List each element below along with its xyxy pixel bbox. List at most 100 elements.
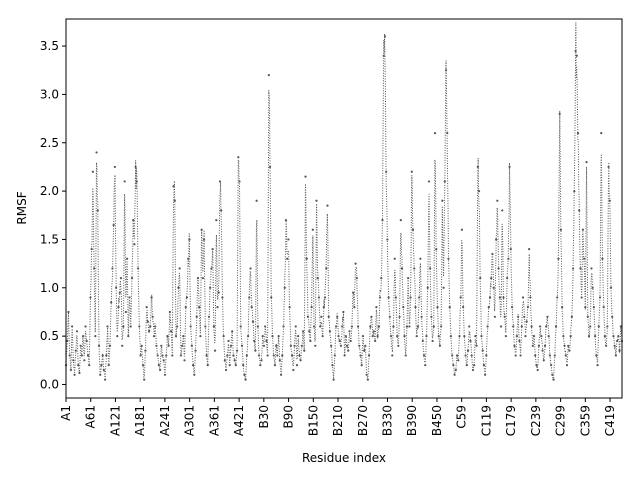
rmsf-data-point bbox=[184, 306, 187, 309]
rmsf-data-point bbox=[183, 359, 186, 362]
x-axis: A1 A61 A121 A181 A241 A301 A361 A421 B30 B90 B150 B… bbox=[59, 398, 617, 436]
rmsf-data-point bbox=[228, 364, 231, 367]
rmsf-data-point bbox=[543, 344, 547, 347]
rmsf-data-point bbox=[534, 354, 537, 357]
rmsf-data-point bbox=[380, 277, 383, 280]
rmsf-data-point bbox=[171, 354, 174, 357]
rmsf-data-point bbox=[416, 325, 420, 328]
rmsf-data-point bbox=[518, 339, 521, 343]
rmsf-data-point bbox=[206, 364, 209, 367]
rmsf-data-point bbox=[403, 335, 406, 338]
rmsf-data-point bbox=[433, 131, 437, 135]
rmsf-data-point bbox=[442, 286, 445, 289]
rmsf-data-point bbox=[196, 277, 200, 280]
rmsf-data-point bbox=[218, 180, 222, 183]
rmsf-data-point bbox=[338, 339, 341, 343]
rmsf-data-point bbox=[486, 325, 489, 328]
rmsf-data-point bbox=[365, 373, 368, 376]
rmsf-data-point bbox=[431, 339, 434, 343]
rmsf-data-point bbox=[601, 257, 604, 260]
rmsf-data-point bbox=[96, 209, 99, 212]
rmsf-data-point bbox=[540, 335, 543, 338]
x-axis-label: Residue index bbox=[302, 451, 386, 465]
rmsf-data-point bbox=[354, 262, 357, 265]
rmsf-data-point bbox=[201, 277, 204, 280]
rmsf-data-point bbox=[199, 335, 202, 338]
rmsf-data-point bbox=[75, 330, 79, 333]
rmsf-data-point bbox=[113, 165, 116, 169]
rmsf-data-point bbox=[255, 199, 258, 202]
rmsf-data-point bbox=[589, 325, 592, 328]
rmsf-data-point bbox=[116, 335, 119, 338]
rmsf-data-point bbox=[80, 354, 83, 357]
y-tick-label: 0.5 bbox=[40, 329, 59, 343]
rmsf-data-point bbox=[418, 296, 421, 299]
rmsf-data-point bbox=[426, 286, 429, 289]
rmsf-data-point bbox=[561, 306, 564, 309]
rmsf-data-point bbox=[563, 344, 566, 347]
rmsf-data-point bbox=[415, 335, 418, 338]
rmsf-data-point bbox=[205, 354, 208, 357]
rmsf-data-point bbox=[399, 219, 402, 222]
rmsf-data-point bbox=[256, 325, 259, 328]
rmsf-data-point bbox=[93, 267, 96, 270]
rmsf-data-point bbox=[400, 267, 404, 270]
rmsf-data-point bbox=[69, 368, 72, 372]
rmsf-data-point bbox=[147, 330, 151, 333]
x-tick-label: B30 bbox=[257, 405, 271, 429]
rmsf-data-point bbox=[66, 339, 69, 343]
rmsf-data-point bbox=[369, 325, 372, 328]
rmsf-data-point bbox=[67, 310, 70, 314]
y-axis: 0.0 0.5 1.0 1.5 2.0 2.5 3.0 3.5 bbox=[40, 39, 66, 391]
rmsf-data-point bbox=[154, 325, 157, 328]
rmsf-data-point bbox=[314, 344, 317, 347]
rmsf-data-point bbox=[155, 344, 158, 347]
rmsf-data-point bbox=[273, 364, 277, 367]
rmsf-data-point bbox=[322, 306, 325, 309]
rmsf-data-point bbox=[420, 315, 423, 318]
rmsf-data-point bbox=[552, 378, 555, 381]
rmsf-data-point bbox=[597, 325, 600, 328]
rmsf-data-point bbox=[402, 306, 405, 309]
rmsf-data-point bbox=[189, 325, 192, 328]
rmsf-data-point bbox=[272, 354, 275, 357]
rmsf-data-point bbox=[392, 325, 395, 328]
rmsf-data-point bbox=[224, 368, 228, 372]
rmsf-data-point bbox=[587, 335, 591, 338]
rmsf-data-point bbox=[455, 354, 459, 357]
rmsf-data-point bbox=[438, 344, 442, 347]
rmsf-data-point bbox=[562, 335, 565, 338]
rmsf-data-point bbox=[558, 112, 561, 115]
rmsf-data-point bbox=[485, 354, 488, 357]
rmsf-data-point bbox=[361, 335, 365, 338]
rmsf-data-point bbox=[393, 257, 396, 260]
rmsf-data-point bbox=[72, 359, 75, 362]
rmsf-data-point bbox=[451, 354, 454, 357]
rmsf-data-point bbox=[484, 373, 487, 376]
rmsf-data-point bbox=[449, 335, 453, 338]
rmsf-data-point bbox=[229, 344, 233, 347]
rmsf-data-point bbox=[524, 335, 527, 338]
rmsf-data-point bbox=[279, 373, 283, 376]
rmsf-data-point bbox=[594, 335, 597, 338]
x-tick-label: A241 bbox=[158, 405, 172, 436]
rmsf-data-point bbox=[212, 325, 215, 328]
rmsf-data-point bbox=[495, 238, 498, 241]
rmsf-series-line bbox=[65, 22, 623, 381]
rmsf-data-point bbox=[110, 301, 113, 304]
rmsf-data-point bbox=[292, 368, 295, 372]
rmsf-data-point bbox=[277, 335, 280, 338]
rmsf-data-point bbox=[409, 296, 412, 299]
rmsf-data-point bbox=[446, 131, 449, 135]
rmsf-data-point bbox=[111, 267, 114, 270]
rmsf-data-point bbox=[132, 219, 135, 222]
rmsf-data-point bbox=[591, 286, 594, 289]
rmsf-data-point bbox=[378, 296, 382, 299]
rmsf-data-point bbox=[419, 257, 422, 260]
rmsf-data-point bbox=[234, 364, 237, 367]
rmsf-data-point bbox=[440, 325, 443, 328]
rmsf-data-point bbox=[596, 364, 599, 367]
rmsf-data-point bbox=[91, 170, 94, 173]
rmsf-data-point bbox=[586, 315, 589, 318]
